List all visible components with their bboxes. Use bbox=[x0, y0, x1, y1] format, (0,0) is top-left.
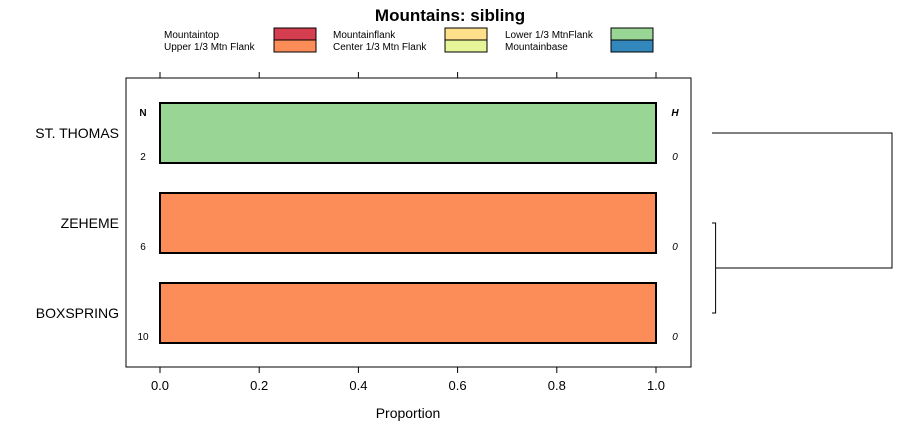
h-value: 0 bbox=[672, 242, 678, 253]
n-value: 10 bbox=[137, 332, 149, 343]
bar-row-boxspring: BOXSPRING 10 0 bbox=[36, 282, 678, 344]
legend-swatch-lower-1-3-mtnflank bbox=[610, 27, 654, 41]
legend-label-mountainbase: Mountainbase bbox=[505, 42, 568, 53]
category-label: ZEHEME bbox=[61, 215, 119, 231]
x-tick-label: 0.4 bbox=[349, 378, 367, 393]
legend-label-upper-1-3-mtn-flank: Upper 1/3 Mtn Flank bbox=[164, 42, 256, 53]
bar-row-zeheme: ZEHEME 6 0 bbox=[61, 192, 678, 254]
category-label: BOXSPRING bbox=[36, 305, 119, 321]
legend-swatch-upper-1-3-mtn-flank bbox=[273, 39, 317, 53]
x-tick-label: 0.0 bbox=[151, 378, 169, 393]
bar-segment-lower-1-3-mtnflank bbox=[159, 102, 657, 164]
bar-segment-upper-1-3-mtn-flank bbox=[159, 192, 657, 254]
h-header: H bbox=[671, 108, 679, 119]
legend-label-mountainflank: Mountainflank bbox=[333, 30, 396, 41]
n-value: 6 bbox=[140, 242, 146, 253]
legend-swatch-center-1-3-mtn-flank bbox=[444, 39, 488, 53]
x-tick-label: 0.6 bbox=[449, 378, 467, 393]
legend-swatch-mountainflank bbox=[444, 27, 488, 41]
x-tick-label: 1.0 bbox=[647, 378, 665, 393]
x-tick-label: 0.8 bbox=[548, 378, 566, 393]
n-header: N bbox=[139, 108, 146, 119]
bar-segment-upper-1-3-mtn-flank bbox=[159, 282, 657, 344]
dendrogram bbox=[712, 132, 893, 314]
x-axis: 0.0 0.2 0.4 0.6 0.8 1.0 bbox=[151, 72, 665, 393]
chart-title: Mountains: sibling bbox=[375, 6, 525, 25]
plot-frame bbox=[125, 77, 692, 368]
dendrogram-branch bbox=[712, 222, 717, 314]
h-value: 0 bbox=[672, 152, 678, 163]
legend-label-mountaintop: Mountaintop bbox=[164, 30, 219, 41]
legend-swatch-mountainbase bbox=[610, 39, 654, 53]
h-value: 0 bbox=[672, 332, 678, 343]
bar-rows: ST. THOMAS 2 0 ZEHEME 6 0 BOXSPRING 10 0 bbox=[35, 102, 678, 344]
legend-label-lower-1-3-mtnflank: Lower 1/3 MtnFlank bbox=[505, 30, 594, 41]
category-label: ST. THOMAS bbox=[35, 125, 119, 141]
x-axis-label: Proportion bbox=[376, 405, 441, 421]
n-value: 2 bbox=[140, 152, 146, 163]
legend-swatch-mountaintop bbox=[273, 27, 317, 41]
x-tick-label: 0.2 bbox=[250, 378, 268, 393]
legend-label-center-1-3-mtn-flank: Center 1/3 Mtn Flank bbox=[333, 42, 427, 53]
dendrogram-branch bbox=[712, 132, 893, 269]
bar-row-st-thomas: ST. THOMAS 2 0 bbox=[35, 102, 678, 164]
